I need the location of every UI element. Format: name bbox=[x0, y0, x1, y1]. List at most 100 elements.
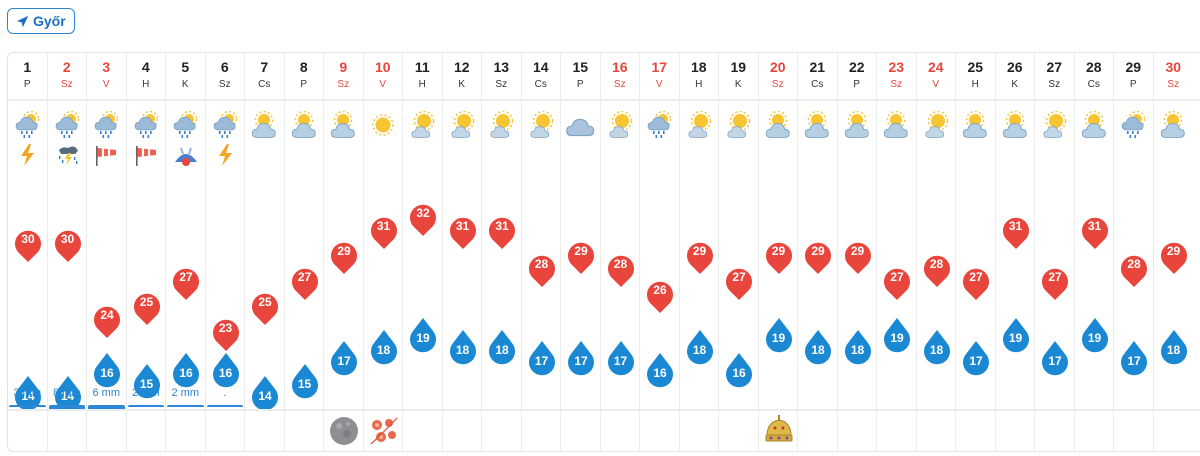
day-column[interactable]: 21 Cs 29 18 bbox=[798, 53, 838, 451]
day-number: 28 bbox=[1085, 59, 1102, 75]
day-column[interactable]: 3 V 24 16 6 mm bbox=[87, 53, 127, 451]
max-temp-value: 30 bbox=[21, 231, 35, 246]
day-number: 8 bbox=[299, 59, 308, 75]
day-column[interactable]: 25 H 27 17 bbox=[956, 53, 996, 451]
rain-bar bbox=[167, 405, 204, 407]
day-column[interactable]: 17 V 26 16 bbox=[640, 53, 680, 451]
day-column[interactable]: 11 H 32 19 bbox=[403, 53, 443, 451]
day-number: 4 bbox=[141, 59, 150, 75]
day-column[interactable]: 27 Sz 27 17 bbox=[1035, 53, 1075, 451]
max-temp-value: 31 bbox=[1008, 218, 1023, 233]
max-temp-value: 31 bbox=[1087, 218, 1102, 233]
max-temp-pin: 26 bbox=[645, 278, 675, 314]
min-temp-drop: 18 bbox=[1159, 329, 1189, 366]
rain-cloud-sun-icon bbox=[209, 110, 241, 141]
rain-bar bbox=[127, 405, 164, 407]
day-column[interactable]: 8 P 27 15 bbox=[285, 53, 324, 451]
day-column[interactable]: 1 P 30 14 3 mm bbox=[8, 53, 48, 451]
day-name: Sz bbox=[890, 79, 903, 90]
day-name: Sz bbox=[218, 79, 231, 90]
sun-cloud-icon bbox=[327, 110, 359, 141]
day-number: 9 bbox=[339, 59, 348, 75]
day-name: H bbox=[418, 79, 426, 90]
min-temp-drop: 14 bbox=[250, 375, 280, 412]
max-temp-pin: 27 bbox=[1040, 265, 1070, 301]
day-column[interactable]: 7 Cs 25 14 bbox=[245, 53, 285, 451]
max-temp-pin: 23 bbox=[211, 316, 241, 352]
day-column[interactable]: 6 Sz 23 16. bbox=[206, 53, 245, 451]
max-temp-pin: 25 bbox=[250, 290, 280, 326]
min-temp-value: 18 bbox=[1166, 342, 1181, 357]
day-column[interactable]: 16 Sz 28 17 bbox=[601, 53, 640, 451]
day-name: Cs bbox=[811, 79, 824, 90]
min-temp-drop: 15 bbox=[290, 364, 320, 400]
max-temp-pin: 28 bbox=[1119, 252, 1149, 288]
min-temp-value: 18 bbox=[495, 342, 509, 357]
day-number: 22 bbox=[848, 59, 865, 75]
day-column[interactable]: 13 Sz 31 18 bbox=[482, 53, 522, 451]
rain-amount: 2 mm bbox=[132, 387, 160, 399]
day-column[interactable]: 4 H 25 15 2 mm bbox=[127, 53, 166, 451]
min-temp-drop: 19 bbox=[764, 318, 794, 354]
rain-amount: 2 mm bbox=[171, 387, 200, 399]
day-name: V bbox=[102, 79, 110, 90]
day-number: 25 bbox=[967, 59, 984, 75]
max-temp-value: 28 bbox=[534, 257, 549, 271]
thunderstorm-rain-icon bbox=[55, 142, 81, 168]
day-column[interactable]: 9 Sz 29 17 bbox=[324, 53, 364, 451]
day-column[interactable]: 18 H 29 18 bbox=[680, 53, 719, 451]
windsock-icon bbox=[94, 142, 120, 168]
header-divider bbox=[8, 99, 1200, 101]
max-temp-value: 23 bbox=[218, 320, 233, 335]
max-temp-value: 27 bbox=[732, 269, 746, 284]
max-temp-pin: 28 bbox=[922, 252, 952, 288]
day-name: Sz bbox=[1048, 79, 1061, 90]
day-column[interactable]: 5 K 27 16 2 mm bbox=[166, 53, 206, 451]
day-name: Cs bbox=[258, 79, 271, 90]
day-column[interactable]: 23 Sz 27 19 bbox=[877, 53, 917, 451]
max-temp-pin: 31 bbox=[448, 214, 478, 250]
max-temp-pin: 27 bbox=[171, 265, 201, 301]
max-temp-pin: 29 bbox=[1159, 239, 1189, 275]
day-column[interactable]: 22 P 29 18 bbox=[838, 53, 877, 451]
lightning-icon bbox=[15, 142, 41, 168]
max-temp-value: 29 bbox=[337, 244, 351, 259]
day-column[interactable]: 20 Sz 29 19 bbox=[759, 53, 798, 451]
max-temp-value: 26 bbox=[653, 282, 667, 297]
sun-cloud-icon bbox=[762, 110, 794, 141]
min-temp-drop: 16 bbox=[211, 352, 241, 389]
max-temp-value: 28 bbox=[613, 257, 628, 271]
max-temp-value: 27 bbox=[969, 269, 983, 284]
min-temp-value: 17 bbox=[1127, 354, 1141, 368]
lightning-icon bbox=[213, 142, 239, 168]
max-temp-pin: 27 bbox=[882, 265, 912, 301]
storm-warning-icon bbox=[173, 142, 199, 168]
day-column[interactable]: 12 K 31 18 bbox=[443, 53, 482, 451]
day-column[interactable]: 19 K 27 16 bbox=[719, 53, 759, 451]
min-temp-value: 18 bbox=[455, 342, 470, 357]
min-temp-drop: 19 bbox=[1080, 318, 1110, 354]
day-column[interactable]: 29 P 28 17 bbox=[1114, 53, 1154, 451]
min-temp-value: 19 bbox=[1008, 331, 1023, 345]
day-column[interactable]: 26 K 31 19 bbox=[996, 53, 1035, 451]
min-temp-value: 19 bbox=[1087, 331, 1102, 345]
day-number: 17 bbox=[651, 59, 668, 75]
min-temp-value: 14 bbox=[60, 388, 75, 403]
day-column[interactable]: 2 Sz 30 14 8 mm bbox=[48, 53, 87, 451]
day-column[interactable]: 10 V 31 18 bbox=[364, 53, 403, 451]
day-column[interactable]: 14 Cs 28 17 bbox=[522, 53, 561, 451]
min-temp-drop: 16 bbox=[645, 352, 675, 389]
min-temp-value: 17 bbox=[534, 354, 549, 368]
location-button[interactable]: Győr bbox=[7, 8, 75, 34]
max-temp-value: 28 bbox=[929, 257, 944, 271]
min-temp-value: 16 bbox=[100, 365, 114, 380]
sun-cloud-icon bbox=[1157, 110, 1189, 141]
day-column[interactable]: 15 P 29 17 bbox=[561, 53, 601, 451]
min-temp-value: 15 bbox=[297, 377, 312, 391]
rain-amount: 8 mm bbox=[53, 387, 81, 399]
min-temp-value: 16 bbox=[218, 365, 233, 380]
location-label: Győr bbox=[33, 13, 66, 29]
day-column[interactable]: 30 Sz 29 18 bbox=[1154, 53, 1194, 451]
day-column[interactable]: 28 Cs 31 19 bbox=[1075, 53, 1114, 451]
day-column[interactable]: 24 V 28 18 bbox=[917, 53, 956, 451]
